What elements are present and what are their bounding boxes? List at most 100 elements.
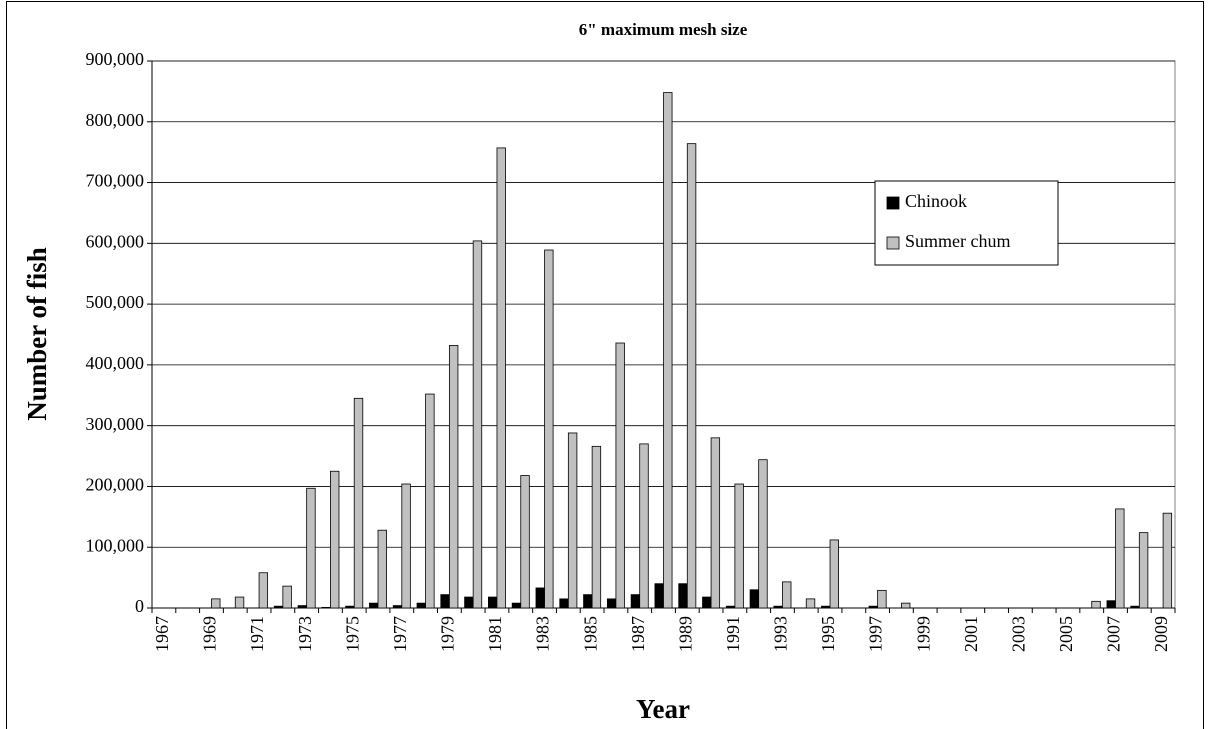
- chart-title: 6" maximum mesh size: [579, 20, 748, 39]
- bar: [234, 596, 245, 609]
- bar: [758, 459, 768, 609]
- x-tick-label: 1969: [200, 616, 220, 652]
- bar: [273, 605, 284, 609]
- bar: [211, 598, 221, 609]
- bar: [868, 605, 879, 609]
- y-tick-label: 300,000: [86, 414, 145, 434]
- x-tick-label: 1991: [723, 616, 743, 652]
- bar: [725, 605, 736, 609]
- bar: [369, 602, 379, 609]
- bar: [639, 443, 649, 609]
- bar: [567, 432, 578, 609]
- bar: [678, 583, 688, 609]
- y-axis-label: Number of fish: [22, 247, 52, 421]
- bar: [321, 606, 331, 609]
- frame: [6, 1, 1204, 729]
- y-tick-label: 0: [135, 596, 144, 616]
- legend-box: [874, 180, 1059, 266]
- bar: [535, 587, 545, 609]
- bar: [654, 583, 664, 609]
- x-tick-label: 1993: [771, 616, 791, 652]
- bar: [425, 393, 435, 609]
- bar: [782, 581, 792, 609]
- bar: [710, 437, 721, 609]
- x-axis-label: Year: [636, 694, 690, 724]
- y-tick-label: 100,000: [86, 535, 145, 555]
- x-tick-label: 2005: [1056, 616, 1076, 652]
- bar: [282, 585, 292, 609]
- bar: [472, 240, 483, 609]
- bar: [392, 605, 403, 609]
- bar: [377, 529, 387, 609]
- x-tick-label: 1981: [485, 616, 505, 652]
- bar: [520, 475, 530, 609]
- bar: [749, 589, 760, 609]
- bar: [464, 596, 474, 609]
- bar: [1162, 512, 1173, 609]
- bar: [1106, 600, 1116, 609]
- x-tick-label: 1999: [913, 616, 933, 652]
- x-tick-label: 1971: [247, 616, 267, 652]
- bar: [416, 602, 426, 609]
- bar: [559, 598, 569, 609]
- bar: [615, 342, 625, 609]
- bar: [544, 249, 554, 609]
- x-tick-label: 1995: [818, 616, 838, 652]
- bar: [583, 594, 593, 609]
- bar: [734, 483, 744, 609]
- x-tick-label: 1967: [152, 616, 172, 652]
- bar: [805, 598, 816, 609]
- x-tick-label: 2003: [1008, 616, 1028, 652]
- bar: [440, 594, 450, 609]
- bar: [1091, 600, 1101, 609]
- y-tick-label: 500,000: [86, 292, 145, 312]
- x-tick-label: 2007: [1104, 616, 1124, 652]
- x-tick-label: 1997: [866, 616, 886, 652]
- bar: [258, 572, 269, 609]
- bar: [401, 483, 411, 609]
- bar: [496, 147, 506, 609]
- bar: [901, 602, 911, 609]
- y-tick-label: 700,000: [86, 171, 145, 191]
- y-tick-label: 600,000: [86, 231, 145, 251]
- x-tick-label: 1985: [580, 616, 600, 652]
- y-tick-label: 900,000: [86, 49, 145, 69]
- bar: [1115, 508, 1125, 609]
- bar: [448, 345, 459, 609]
- x-tick-label: 2001: [961, 616, 981, 652]
- bar: [877, 589, 887, 609]
- bar: [488, 596, 498, 609]
- x-tick-label: 1973: [295, 616, 315, 652]
- x-tick-label: 1977: [390, 616, 410, 652]
- x-tick-label: 2009: [1151, 616, 1171, 652]
- y-tick-label: 200,000: [86, 475, 145, 495]
- legend-swatch: [886, 236, 900, 250]
- bar: [297, 605, 308, 609]
- y-tick-label: 400,000: [86, 353, 145, 373]
- bar: [1138, 532, 1149, 609]
- bar: [345, 605, 355, 609]
- x-tick-label: 1987: [628, 616, 648, 652]
- x-tick-label: 1983: [533, 616, 553, 652]
- bar: [591, 445, 602, 609]
- bar: [686, 143, 697, 609]
- x-tick-label: 1989: [675, 616, 695, 652]
- bar: [773, 605, 783, 609]
- bar: [663, 92, 673, 609]
- bar: [511, 602, 522, 609]
- bar: [353, 397, 364, 609]
- legend-label: Chinook: [905, 191, 967, 211]
- bar: [306, 487, 316, 609]
- bar: [702, 596, 712, 609]
- bar: [330, 470, 340, 609]
- legend-label: Summer chum: [905, 231, 1011, 251]
- bar: [606, 598, 617, 609]
- x-tick-label: 1979: [438, 616, 458, 652]
- x-tick-label: 1975: [342, 616, 362, 652]
- y-tick-label: 800,000: [86, 110, 145, 130]
- legend-swatch: [886, 196, 900, 210]
- bar: [630, 594, 641, 609]
- bar: [1130, 605, 1140, 609]
- bar: [829, 539, 839, 609]
